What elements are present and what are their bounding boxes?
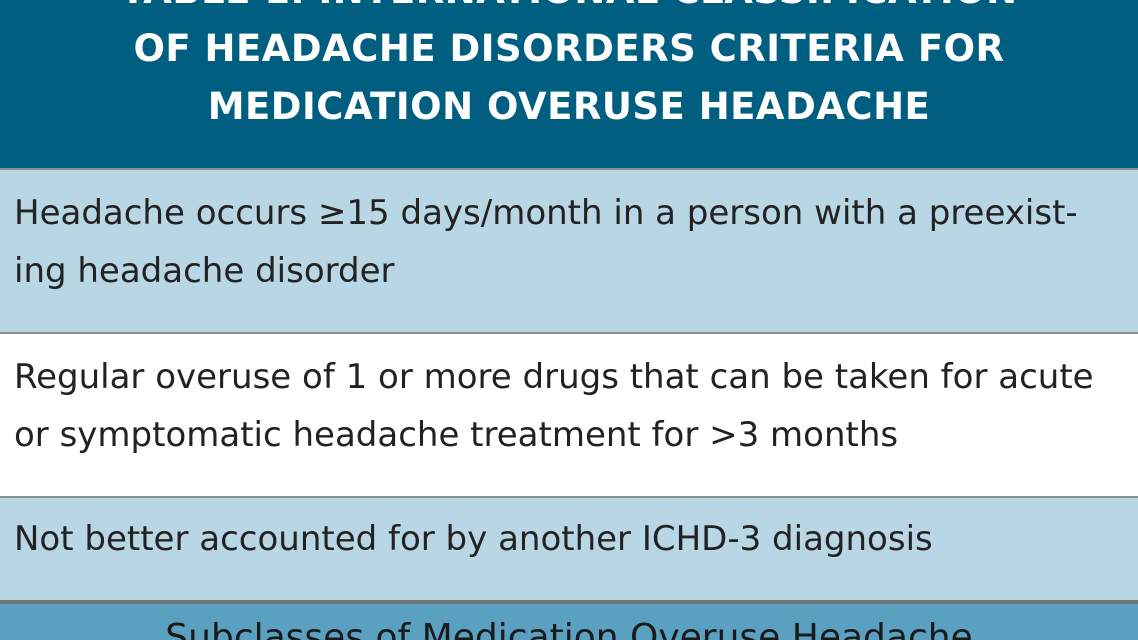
row-text: Not better accounted for by another ICHD… [14, 519, 933, 559]
table-row: Not better accounted for by another ICHD… [0, 496, 1138, 604]
row-text: Headache occurs ≥15 days/month in a pers… [14, 193, 1078, 233]
subheader-text: Subclasses of Medication Overuse Headach… [165, 617, 973, 640]
row-text: or symptomatic headache treatment for >3… [14, 415, 899, 455]
table-title: TABLE 1. INTERNATIONAL CLASSIFICATION OF… [0, 0, 1138, 136]
table-row: Headache occurs ≥15 days/month in a pers… [0, 168, 1138, 334]
table-row: Regular overuse of 1 or more drugs that … [0, 332, 1138, 498]
table-subheader: Subclasses of Medication Overuse Headach… [0, 600, 1138, 640]
row-text: Regular overuse of 1 or more drugs that … [14, 357, 1094, 397]
row-text: ing headache disorder [14, 251, 395, 291]
title-line: MEDICATION OVERUSE HEADACHE [207, 85, 931, 128]
title-line: TABLE 1. INTERNATIONAL CLASSIFICATION [0, 0, 1138, 20]
title-line: OF HEADACHE DISORDERS CRITERIA FOR [133, 27, 1005, 70]
table-header: TABLE 1. INTERNATIONAL CLASSIFICATION OF… [0, 0, 1138, 168]
